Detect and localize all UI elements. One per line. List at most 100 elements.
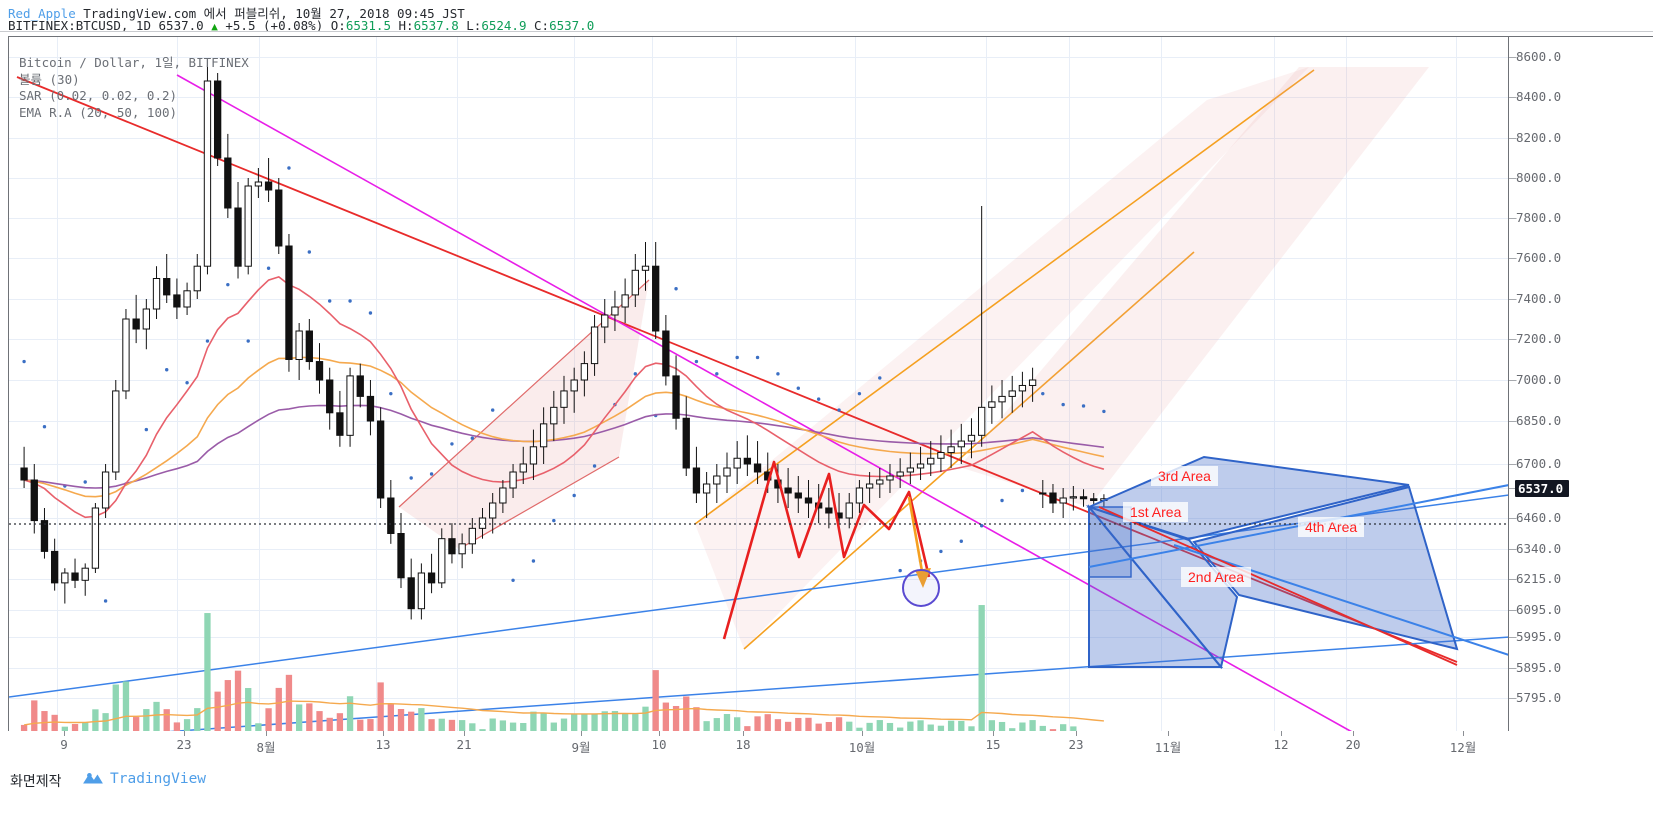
volume-bar-down	[662, 702, 670, 753]
gridline-horizontal	[9, 218, 1508, 219]
gridline-horizontal	[9, 258, 1508, 259]
time-tick-label: 13	[375, 737, 391, 752]
volume-bar-down	[693, 707, 700, 753]
price-tick: –7000.0	[1509, 372, 1562, 387]
tradingview-logo-icon	[83, 773, 103, 784]
time-tick-label: 20	[1345, 737, 1361, 752]
sar-dot	[796, 386, 800, 390]
gridline-vertical	[259, 37, 260, 753]
sar-dot	[185, 381, 189, 385]
candle-down	[173, 294, 181, 308]
time-axis[interactable]: 9 23 8월 13 21 9월 10 18 10월 15 23 11월 12 20 12월	[8, 731, 1653, 755]
candle-up	[611, 306, 619, 316]
sar-dot	[531, 559, 536, 563]
candle-up	[845, 502, 853, 519]
orange-wedge-lower	[743, 251, 1195, 650]
candle-down	[1090, 498, 1098, 501]
sar-dot	[103, 599, 108, 603]
volume-bar-down	[265, 708, 272, 753]
sar-dot	[694, 359, 699, 364]
time-tick-label: 12월	[1449, 740, 1477, 755]
candle-up	[927, 457, 935, 465]
gridline-horizontal	[9, 698, 1508, 699]
area-label-3rd: 3rd Area	[1151, 466, 1218, 486]
volume-bar-down	[652, 670, 659, 753]
candle-up	[702, 483, 711, 494]
footer-caption: 화면제작	[10, 774, 62, 790]
orange-arrow-head	[915, 568, 931, 588]
price-tick: –5895.0	[1509, 660, 1562, 675]
gridline-horizontal	[9, 668, 1508, 669]
sar-dot	[674, 287, 678, 291]
volume-bar-up	[642, 706, 649, 753]
candle-down	[336, 412, 344, 436]
up-arrow-icon: ▲	[211, 20, 218, 33]
candle-up	[947, 446, 955, 454]
volume-bar-down	[672, 705, 680, 753]
sar-dot	[307, 250, 312, 254]
candle-up	[1069, 496, 1078, 499]
candle-up	[468, 527, 476, 545]
sar-dot	[490, 408, 495, 412]
sar-dot	[470, 436, 475, 440]
sar-dot	[1000, 498, 1004, 503]
volume-bar-up	[204, 613, 211, 753]
candle-down	[315, 361, 324, 381]
gridline-vertical	[457, 37, 458, 753]
sar-dot	[1041, 391, 1045, 396]
chart-canvas	[9, 65, 1508, 753]
sar-dot	[959, 539, 963, 543]
time-tick-label: 9월	[571, 740, 591, 755]
candle-down	[20, 467, 28, 481]
sar-dot	[246, 339, 250, 343]
change-percent: (+0.08%)	[263, 18, 324, 33]
highlight-circle	[902, 569, 940, 607]
gridline-horizontal	[9, 178, 1508, 179]
sar-dot	[1102, 409, 1106, 414]
candle-up	[1018, 384, 1027, 392]
time-tick-mark	[1076, 731, 1077, 736]
candle-down	[804, 497, 813, 504]
time-tick-mark	[659, 731, 660, 736]
gridline-horizontal	[9, 97, 1508, 98]
candle-down	[692, 467, 701, 494]
gridline-horizontal	[9, 549, 1508, 550]
symbol-interval[interactable]: BITFINEX:BTCUSD, 1D	[8, 18, 151, 33]
candle-up	[967, 434, 976, 442]
candle-up	[998, 395, 1006, 403]
price-tick: –6215.0	[1509, 571, 1562, 586]
publish-info: TradingView.com 에서 퍼블리쉬, 10월 27, 2018 09…	[83, 6, 465, 21]
candle-up	[254, 181, 263, 187]
volume-bar-down	[377, 682, 384, 753]
candlestick-series	[20, 65, 1108, 620]
sar-dot	[511, 578, 515, 582]
last-price: 6537.0	[158, 18, 204, 33]
publisher-name[interactable]: Red_Apple	[8, 6, 76, 21]
time-tick-label: 21	[456, 737, 472, 752]
sar-dot	[572, 493, 576, 498]
candle-up	[244, 185, 252, 267]
candle-up	[733, 457, 741, 469]
candle-down	[682, 417, 690, 469]
time-tick-label: 11월	[1154, 740, 1182, 755]
price-tick: –5795.0	[1509, 690, 1562, 705]
ema-50-line	[23, 356, 1105, 498]
candle-up	[489, 502, 497, 519]
candle-up	[937, 452, 945, 459]
pink-channel-left-edge-bottom	[458, 456, 620, 550]
sar-dot	[755, 355, 760, 360]
chart-plot-area[interactable]: Bitcoin / Dollar, 1일, BITFINEX 볼륨 (30) S…	[8, 36, 1508, 754]
ema-20-line	[23, 276, 1105, 519]
gridline-horizontal	[9, 380, 1508, 381]
ohlc-l-value: 6524.9	[481, 18, 527, 33]
time-tick-mark	[993, 731, 994, 736]
candle-down	[224, 157, 232, 209]
time-tick-mark	[743, 731, 744, 736]
candle-up	[509, 471, 517, 489]
tradingview-brand[interactable]: TradingView	[110, 771, 207, 787]
volume-bar-down	[224, 680, 231, 753]
candle-down	[397, 533, 405, 579]
volume-bar-up	[122, 681, 130, 753]
candle-up	[1028, 379, 1037, 386]
price-axis[interactable]: –8600.0 –8400.0 –8200.0 –8000.0 –7800.0 –7600…	[1508, 36, 1653, 754]
